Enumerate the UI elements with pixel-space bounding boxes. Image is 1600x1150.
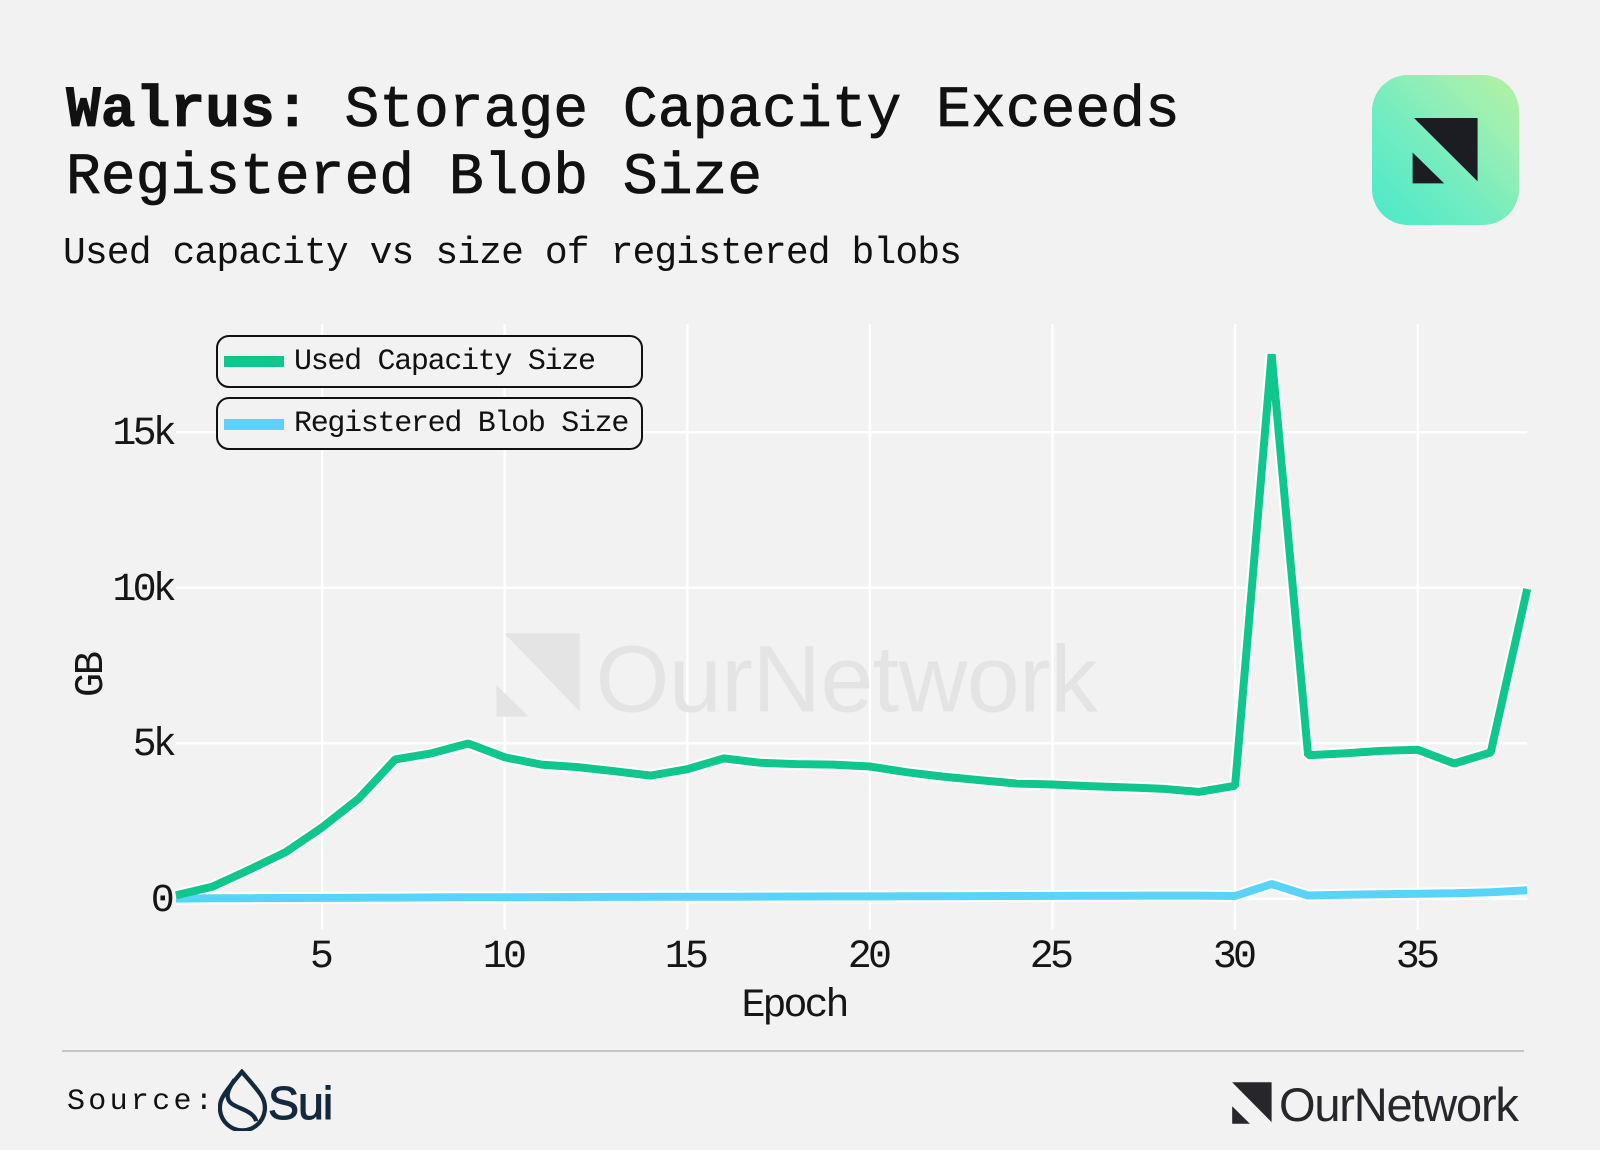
svg-text:OurNetwork: OurNetwork — [1279, 1078, 1519, 1131]
svg-text:OurNetwork: OurNetwork — [596, 626, 1099, 732]
